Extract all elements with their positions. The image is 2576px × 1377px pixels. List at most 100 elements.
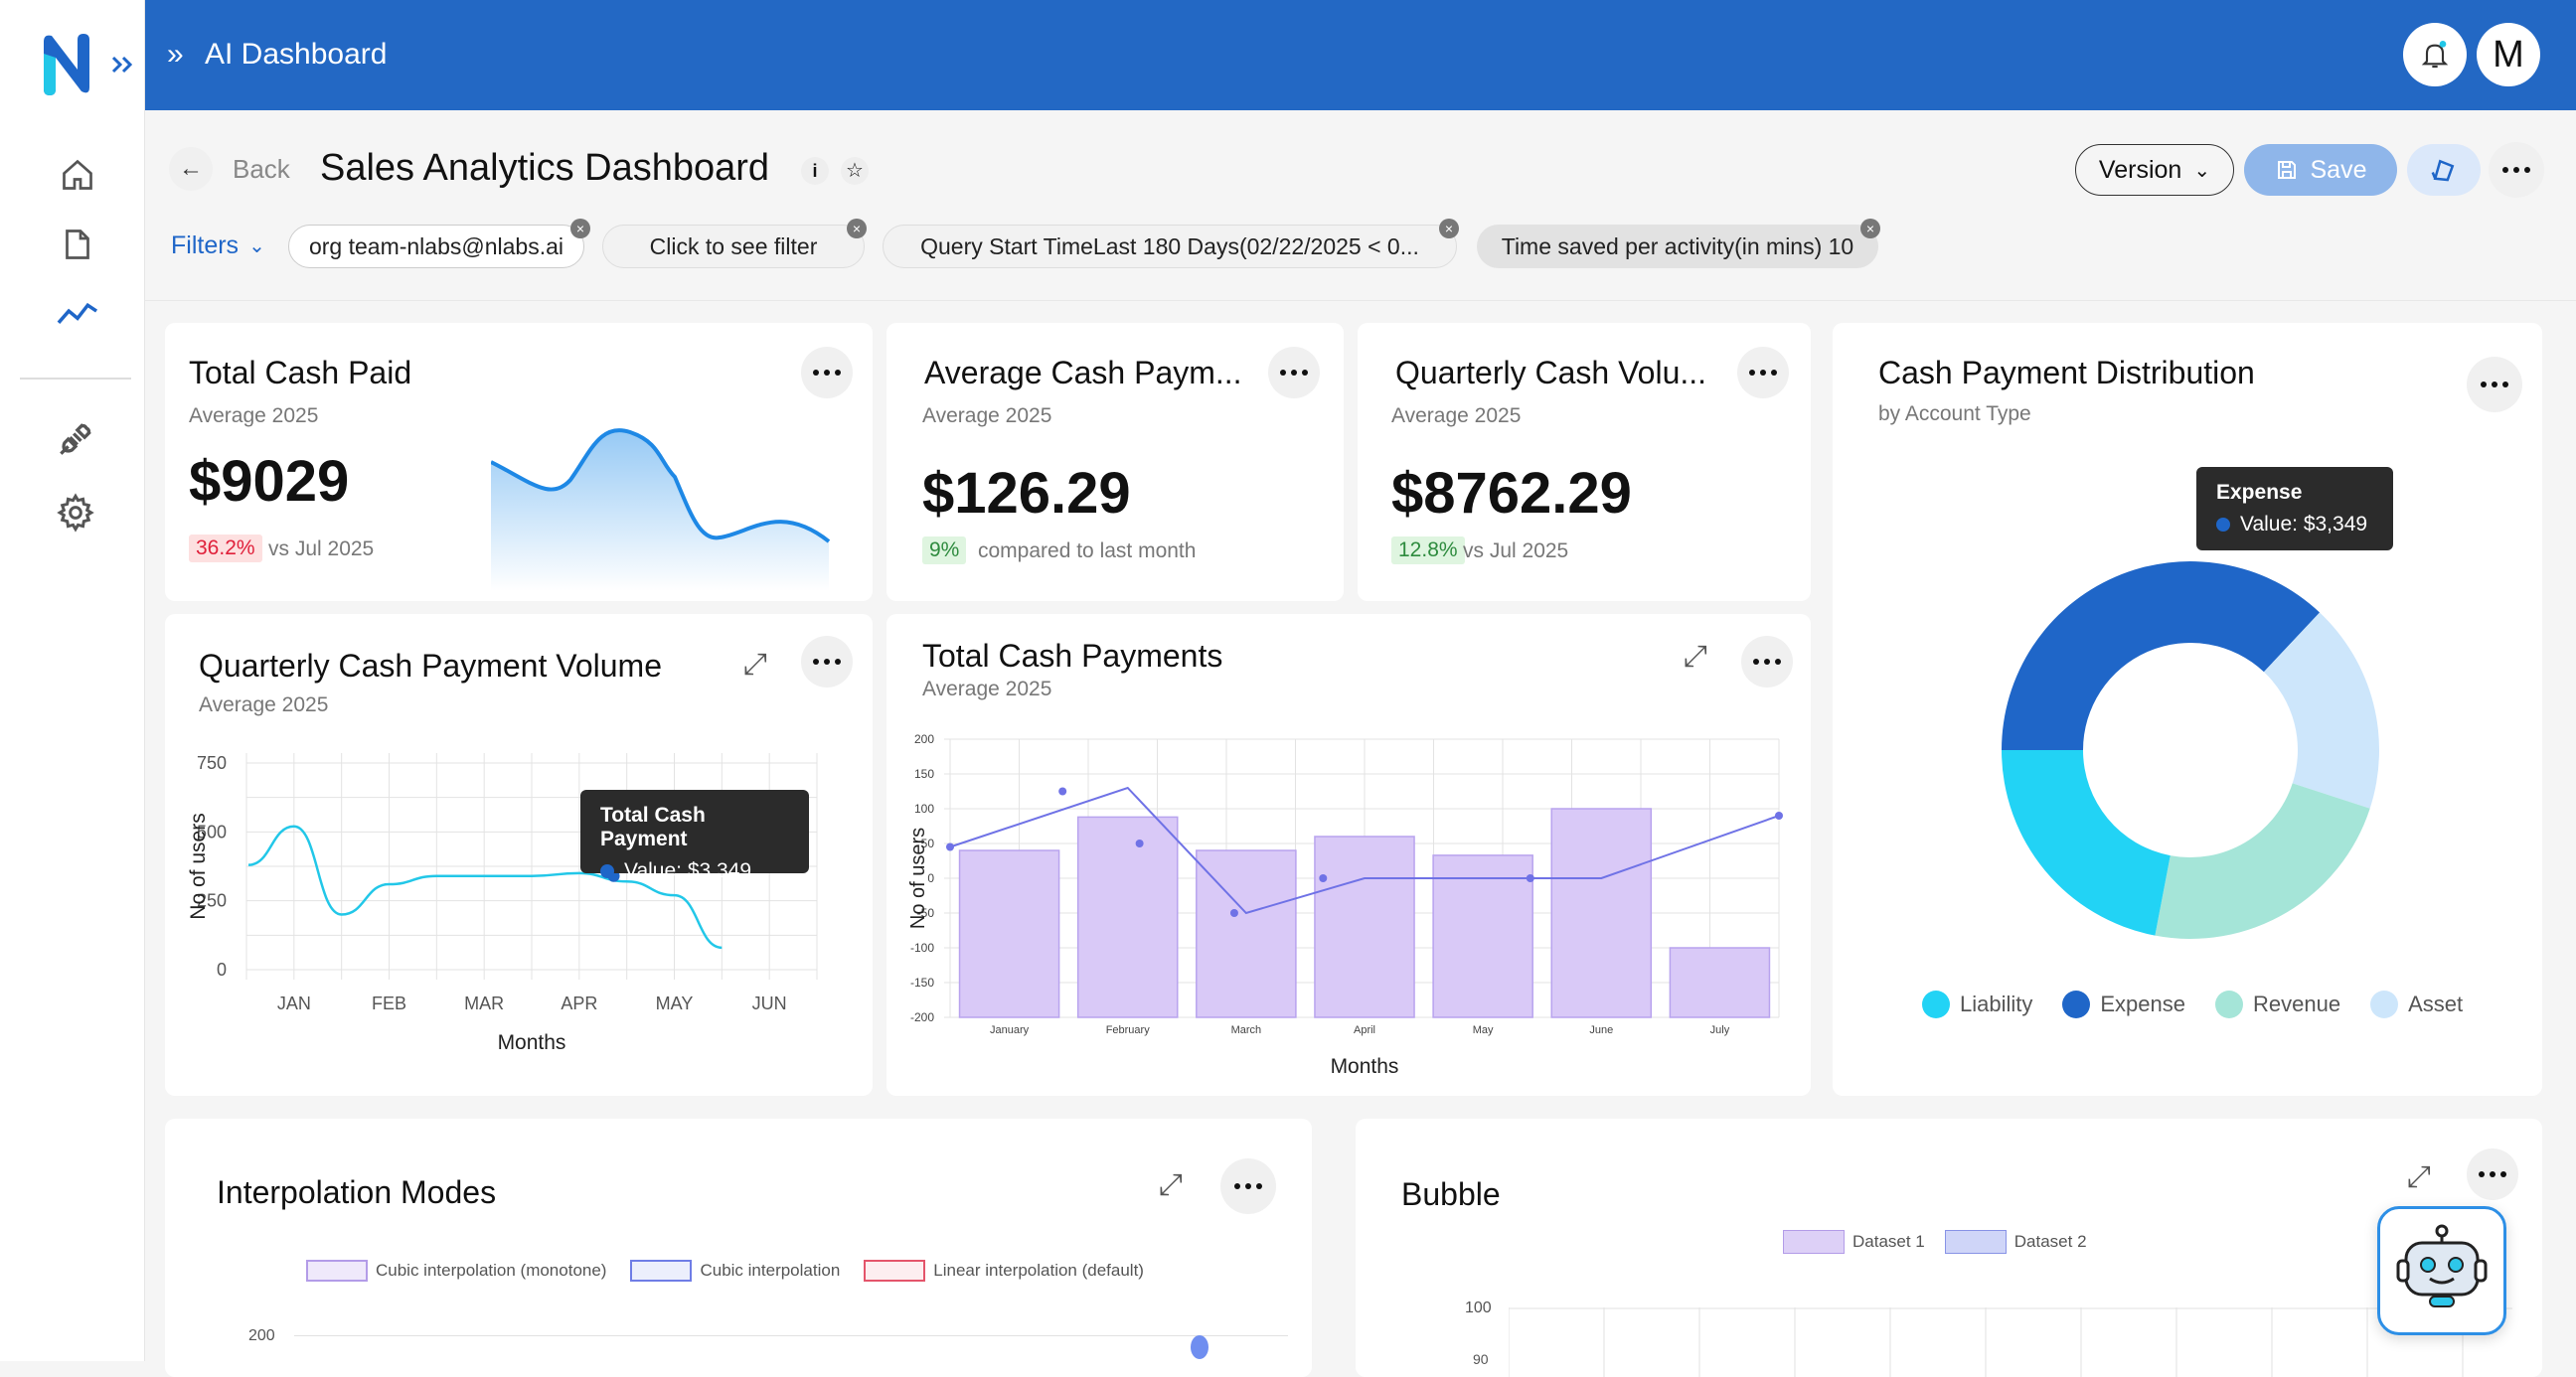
y-tick-label: 0 [927, 871, 934, 885]
filter-chip[interactable]: Query Start TimeLast 180 Days(02/22/2025… [883, 225, 1457, 268]
page-more-button[interactable] [2489, 142, 2544, 198]
filter-chip[interactable]: Time saved per activity(in mins) 10 [1477, 225, 1878, 268]
bar [958, 849, 1060, 1018]
expand-icon[interactable]: ⤢ [1684, 640, 1707, 673]
layout-icon [2431, 159, 2455, 182]
y-tick-label: -100 [910, 941, 934, 955]
plug-icon[interactable] [54, 417, 97, 466]
legend-item[interactable]: Cubic interpolation (monotone) [306, 1260, 606, 1282]
legend-item-revenue[interactable]: Revenue [2215, 991, 2340, 1018]
donut-slice-revenue [2155, 783, 2370, 939]
legend-item[interactable]: Dataset 2 [1944, 1230, 2087, 1254]
card-subtitle: by Account Type [1878, 402, 2031, 425]
expand-icon[interactable]: ⤢ [743, 648, 767, 681]
save-icon [2277, 161, 2296, 179]
y-tick-label: 50 [921, 837, 935, 850]
info-icon[interactable]: i [801, 157, 829, 185]
save-button[interactable]: Save [2244, 144, 2397, 196]
close-icon[interactable]: × [1860, 219, 1880, 238]
x-tick-label: JAN [277, 994, 311, 1013]
settings-gear-icon[interactable] [56, 493, 95, 537]
kpi-title: Quarterly Cash Volu... [1395, 355, 1707, 390]
x-tick-label: MAY [656, 994, 694, 1013]
x-axis-label: Months [498, 1031, 566, 1054]
logo[interactable] [38, 30, 137, 104]
top-bar: » AI Dashboard M [145, 0, 2576, 110]
legend-item[interactable]: Linear interpolation (default) [864, 1260, 1144, 1282]
legend-label: Cubic interpolation [700, 1261, 841, 1280]
kpi-subtitle: Average 2025 [922, 404, 1052, 427]
filter-chip[interactable]: org team-nlabs@nlabs.ai [288, 225, 584, 268]
legend-item[interactable]: Cubic interpolation [630, 1260, 840, 1282]
card-more-button[interactable] [1220, 1158, 1276, 1214]
expand-icon[interactable]: ⤢ [1159, 1168, 1183, 1201]
tooltip-title: Total Cash Payment [600, 804, 706, 850]
x-tick-label: July [1710, 1024, 1730, 1036]
scatter-point [1526, 874, 1534, 882]
legend-item[interactable]: Dataset 1 [1783, 1230, 1925, 1254]
legend-item-asset[interactable]: Asset [2370, 991, 2463, 1018]
y-tick-label: -150 [910, 976, 934, 990]
line-tooltip: Total Cash Payment Value: $3,349 [580, 790, 809, 882]
home-icon[interactable] [60, 157, 95, 198]
scatter-point [1058, 787, 1067, 796]
x-tick-label: February [1106, 1024, 1151, 1036]
legend-label: Asset [2408, 992, 2464, 1016]
kpi-more-button[interactable] [801, 347, 853, 398]
favorite-star-icon[interactable]: ☆ [841, 157, 869, 185]
legend-label: Liability [1960, 992, 2033, 1016]
back-button[interactable]: ← Back [169, 147, 290, 191]
notification-bell-button[interactable] [2403, 23, 2467, 86]
close-icon[interactable]: × [570, 219, 590, 238]
filters-toggle[interactable]: Filters ⌄ [171, 231, 265, 260]
legend-label: Linear interpolation (default) [933, 1261, 1144, 1280]
back-label: Back [233, 153, 290, 184]
filter-chip-label: org team-nlabs@nlabs.ai [308, 232, 564, 259]
donut-card: Cash Payment Distribution by Account Typ… [1833, 323, 2542, 1096]
bar [1550, 808, 1653, 1018]
kpi-value: $126.29 [922, 461, 1131, 526]
filter-chip-label: Query Start TimeLast 180 Days(02/22/2025… [920, 232, 1419, 259]
kpi-more-button[interactable] [1268, 347, 1320, 398]
close-icon[interactable]: × [847, 219, 867, 238]
card-more-button[interactable] [2467, 357, 2522, 412]
chevron-down-icon: ⌄ [248, 235, 265, 257]
expand-icon[interactable]: ⤢ [2407, 1160, 2431, 1193]
analytics-icon[interactable] [56, 296, 99, 337]
bell-icon [2421, 41, 2449, 69]
version-dropdown[interactable]: Version ⌄ [2075, 144, 2234, 196]
card-more-button[interactable] [801, 636, 853, 688]
sidebar [0, 0, 145, 1361]
legend-item-expense[interactable]: Expense [2062, 991, 2185, 1018]
kpi-card-average-cash-payment: Average Cash Paym... Average 2025 $126.2… [886, 323, 1344, 601]
page-title: Sales Analytics Dashboard [320, 147, 770, 189]
kpi-title: Total Cash Paid [189, 355, 412, 390]
avatar-letter: M [2493, 33, 2524, 76]
legend-label: Dataset 2 [2013, 1232, 2087, 1251]
x-tick-label: MAR [464, 994, 504, 1013]
kpi-value: $9029 [189, 449, 350, 514]
document-icon[interactable] [60, 227, 95, 267]
edit-layout-button[interactable] [2407, 144, 2481, 196]
total-cash-payments-card: Total Cash Payments Average 2025 ⤢ 200 15… [886, 614, 1811, 1096]
bar [1196, 849, 1297, 1018]
breadcrumb-chevron-icon[interactable]: » [167, 38, 184, 71]
card-more-button[interactable] [2467, 1148, 2518, 1200]
filter-chip[interactable]: Click to see filter [602, 225, 865, 268]
bar [1669, 947, 1771, 1018]
app-title: AI Dashboard [205, 38, 388, 71]
kpi-change-text: vs Jul 2025 [268, 537, 375, 560]
filter-chip-label: Click to see filter [649, 232, 818, 259]
y-tick-label: 100 [914, 802, 934, 816]
avatar[interactable]: M [2477, 23, 2540, 86]
x-tick-label: FEB [372, 994, 406, 1013]
chatbot-button[interactable] [2377, 1206, 2506, 1335]
x-tick-label: March [1231, 1024, 1262, 1036]
card-more-button[interactable] [1741, 636, 1793, 688]
logo-icon [44, 34, 133, 95]
legend-item-liability[interactable]: Liability [1922, 991, 2032, 1018]
legend-label: Revenue [2253, 992, 2341, 1016]
kpi-more-button[interactable] [1737, 347, 1789, 398]
close-icon[interactable]: × [1439, 219, 1459, 238]
filters-label: Filters [171, 231, 240, 259]
